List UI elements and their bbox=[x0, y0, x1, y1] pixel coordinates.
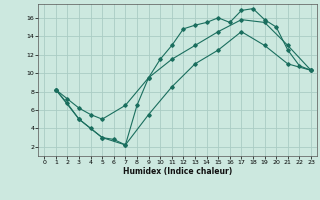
X-axis label: Humidex (Indice chaleur): Humidex (Indice chaleur) bbox=[123, 167, 232, 176]
